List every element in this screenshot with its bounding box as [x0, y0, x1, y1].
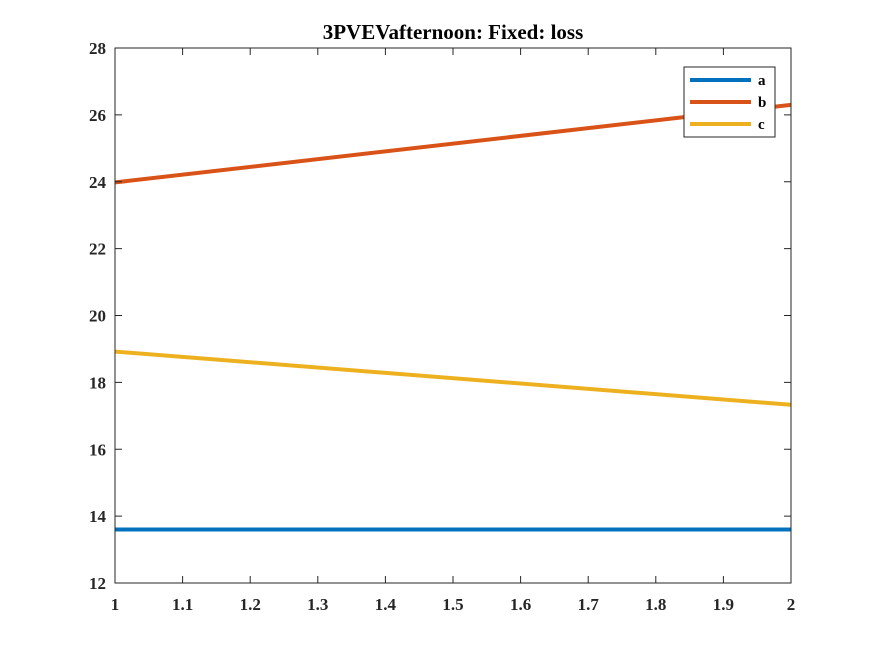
x-tick-label: 1.7 [578, 595, 600, 614]
y-tick-label: 12 [89, 574, 106, 593]
chart-title: 3PVEVafternoon: Fixed: loss [323, 20, 584, 44]
x-tick-label: 1.1 [172, 595, 193, 614]
x-tick-label: 1.8 [645, 595, 666, 614]
x-tick-label: 1.4 [375, 595, 397, 614]
legend-label-c: c [758, 117, 765, 133]
x-tick-label: 1.6 [510, 595, 531, 614]
x-tick-label: 1.9 [713, 595, 734, 614]
axes: 1 1.1 1.2 1.3 1.4 1.5 1.6 1.7 1.8 1.9 2 12 14 16 18 20 2… [89, 39, 795, 614]
legend: abc [683, 66, 776, 138]
plot-area [115, 48, 791, 583]
series-line-b [115, 102, 791, 185]
plot-background [115, 48, 791, 583]
x-tick-label: 1 [111, 595, 120, 614]
y-tick-label: 22 [89, 240, 106, 259]
y-tick-label: 20 [89, 307, 106, 326]
series-line-c [115, 349, 791, 407]
y-tick-label: 28 [89, 39, 106, 58]
x-tick-label: 1.3 [307, 595, 328, 614]
y-tick-label: 14 [89, 507, 107, 526]
legend-label-a: a [758, 73, 766, 89]
x-tick-label: 1.2 [240, 595, 261, 614]
y-tick-label: 24 [89, 173, 107, 192]
y-tick-label: 26 [89, 106, 106, 125]
x-tick-label: 1.5 [442, 595, 463, 614]
y-tick-label: 18 [89, 373, 106, 392]
y-tick-label: 16 [89, 440, 106, 459]
x-tick-label: 2 [787, 595, 796, 614]
legend-label-b: b [758, 95, 766, 111]
